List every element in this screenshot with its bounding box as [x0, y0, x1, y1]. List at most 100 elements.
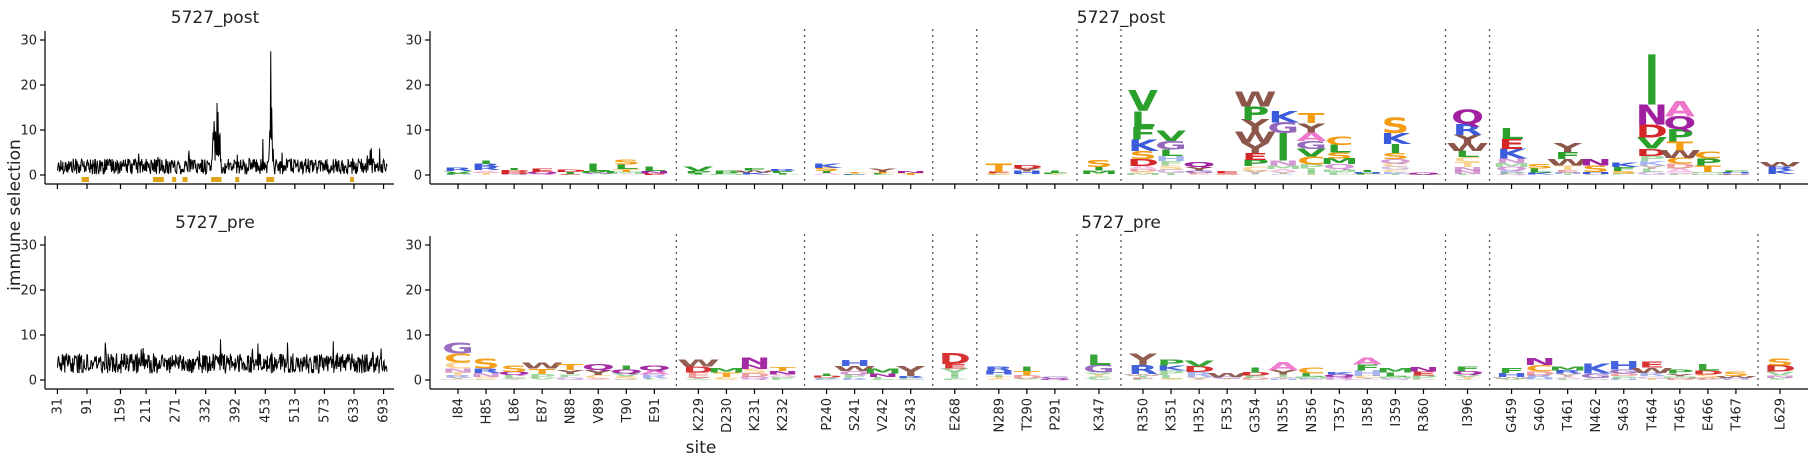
logo-letter: D [1239, 378, 1271, 381]
logo-letter: V [812, 377, 843, 379]
site-tick-label: D230 [720, 398, 735, 433]
logo-letter: S [813, 167, 841, 172]
logo-letter: P [1666, 126, 1694, 146]
y-tick-label: 20 [20, 284, 37, 299]
y-tick-label: 0 [29, 374, 37, 389]
logo-letter: T [1042, 174, 1069, 175]
logo-letter: E [641, 173, 667, 175]
logo-letter: P [768, 377, 796, 381]
logo-letter: I [1645, 42, 1659, 122]
logo-letter: N [1580, 157, 1612, 168]
logo-letter: V [1765, 371, 1796, 377]
logo-letter: D [939, 350, 971, 367]
logo-letter: G [1267, 119, 1299, 136]
logo-stack-F353: TGW [1206, 372, 1249, 380]
logo-letter: V [683, 166, 714, 173]
logo-letter: C [985, 379, 1013, 380]
logo-letter: M [1320, 157, 1358, 166]
logo-letter: I [507, 167, 521, 170]
logo-letter: A [527, 174, 558, 175]
logo-stack-R360: WQ [1402, 172, 1445, 175]
logo-letter: Y [583, 379, 614, 380]
logo-letter: K [812, 162, 844, 170]
logo-letter: I [819, 373, 833, 377]
logo-letter: T [986, 161, 1013, 175]
site-tick-label: I359 [1389, 398, 1404, 427]
logo-letter: I [1136, 376, 1150, 378]
logo-letter: K [740, 172, 772, 175]
x-tick-label: 453 [258, 398, 273, 423]
site-tick-label: T465 [1673, 398, 1688, 432]
logo-letter: T [557, 363, 583, 372]
logo-letter: L [870, 173, 895, 175]
logo-letter: V [1637, 134, 1667, 152]
logo-letter: G [1380, 166, 1412, 171]
logo-letter: Q [738, 376, 771, 380]
logo-letter: P [1694, 157, 1722, 168]
logo-letter: R [471, 367, 501, 374]
logo-letter: G [582, 173, 614, 175]
logo-letter: Y [867, 168, 898, 173]
site-tick-label: T357 [1333, 398, 1348, 432]
site-tick-label: K351 [1165, 398, 1180, 431]
logo-letter: L [1455, 149, 1480, 159]
logo-letter: Q [526, 171, 559, 175]
y-axis-label: immune selection [5, 139, 25, 291]
site-tick-label: S460 [1533, 398, 1548, 431]
logo-letter: K [1525, 172, 1557, 175]
x-tick-label: 573 [317, 398, 332, 423]
logo-letter: V [499, 379, 530, 380]
logo-letter: H [1155, 154, 1187, 162]
logo-letter: I [563, 171, 577, 174]
logo-letter: Q [1495, 174, 1528, 176]
site-tick-label: K229 [692, 398, 707, 431]
logo-letter: P [1722, 170, 1750, 172]
logo-letter: F [1354, 363, 1380, 373]
logo-letter: I [775, 172, 789, 174]
logo-letter: C [584, 374, 612, 379]
logo-letter: S [1381, 152, 1409, 162]
logo-letter: D [1664, 162, 1696, 170]
logo-letter: W [1122, 373, 1165, 376]
site-tick-label: F353 [1221, 398, 1236, 430]
site-tick-label: L629 [1773, 398, 1788, 430]
logo-letter: I [691, 173, 705, 175]
site-tick-label: N462 [1589, 398, 1604, 433]
line-plot-title: 5727_post [171, 8, 260, 28]
logo-letter: W [437, 379, 480, 380]
logo-letter: D [811, 376, 843, 379]
logo-letter: Y [1268, 368, 1299, 376]
logo-letter: L [1455, 174, 1480, 176]
logo-letter: K [1380, 130, 1412, 147]
logo-letter: Q [1323, 374, 1356, 378]
logo-letter: W [1346, 174, 1389, 175]
logo-letter: D [1764, 364, 1796, 374]
x-tick-label: 693 [377, 398, 392, 423]
logo-letter: M [1320, 168, 1358, 172]
logo-letter: F [473, 378, 499, 379]
logo-letter: K [1268, 108, 1300, 126]
logo-letter: N [738, 379, 770, 380]
logo-letter: W [1759, 161, 1802, 169]
site-tick-label: N355 [1277, 398, 1292, 433]
logo-letter: H [1523, 378, 1555, 380]
logo-letter: D [554, 169, 586, 173]
logo-letter: W [677, 357, 720, 369]
site-tick-label: E466 [1701, 398, 1716, 431]
